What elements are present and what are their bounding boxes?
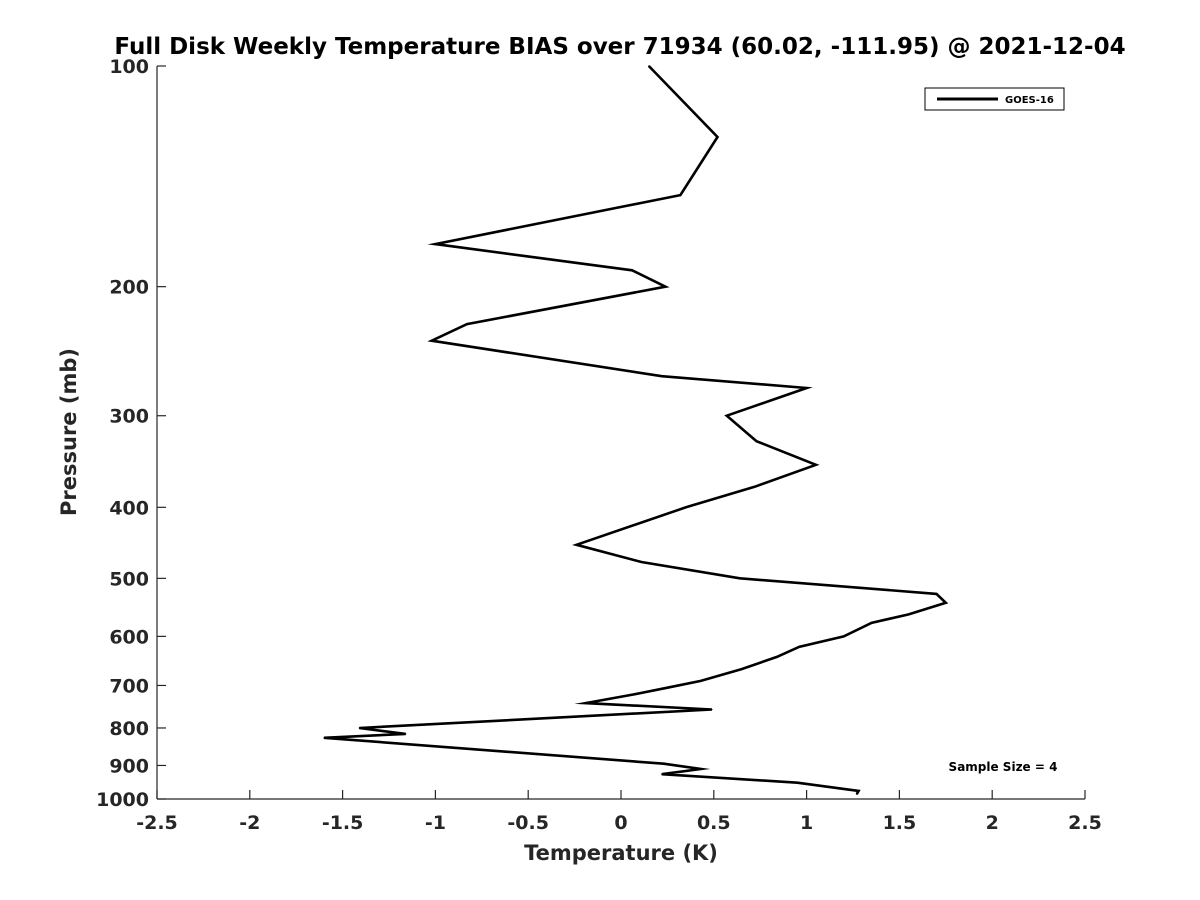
data-point	[700, 680, 702, 682]
data-point	[755, 440, 758, 442]
x-axis-label: Temperature (K)	[524, 841, 718, 865]
data-point	[323, 737, 325, 739]
y-tick-label: 1000	[96, 789, 149, 811]
y-tick-label: 900	[109, 755, 149, 777]
y-axis-label: Pressure (mb)	[57, 348, 81, 516]
data-point	[871, 622, 873, 624]
data-point	[666, 687, 669, 689]
x-tick-label: -2.5	[136, 812, 178, 834]
data-point	[661, 375, 663, 377]
data-point	[858, 790, 860, 792]
y-tick-label: 800	[109, 718, 149, 740]
data-point	[661, 773, 663, 775]
data-point	[640, 561, 643, 563]
data-point	[856, 793, 858, 795]
data-point	[754, 486, 756, 488]
x-tick-label: -2	[239, 812, 260, 834]
data-point	[466, 323, 468, 325]
y-tick-label: 300	[109, 406, 149, 428]
data-point	[685, 506, 687, 508]
data-point	[648, 65, 650, 67]
axes: -2.5 -2 -1.5 -1 -0.5 0 0.5 1 1.5 2 2.5 100 200 300 400…	[96, 56, 1102, 834]
data-point	[815, 464, 817, 466]
x-tick-label: 2.5	[1068, 812, 1102, 834]
data-point	[945, 602, 947, 604]
x-tick-label: -1.5	[322, 812, 364, 834]
data-point	[739, 577, 741, 579]
y-tick-label: 700	[109, 675, 149, 697]
data-point	[585, 702, 587, 704]
y-tick-label: 200	[109, 277, 149, 299]
x-tick-label: 0.5	[697, 812, 731, 834]
data-point	[631, 269, 633, 271]
data-point	[664, 286, 667, 288]
data-point	[700, 768, 702, 770]
data-point	[843, 635, 845, 638]
x-tick-label: 1.5	[883, 812, 917, 834]
series-layer	[323, 65, 949, 795]
sample-size-annotation: Sample Size = 4	[949, 760, 1058, 774]
legend: GOES-16	[924, 87, 1065, 111]
x-tick-label: -0.5	[507, 812, 549, 834]
data-point	[711, 708, 713, 711]
legend-label-goes-16: GOES-16	[1005, 95, 1054, 106]
data-point	[663, 763, 665, 765]
data-point	[575, 544, 578, 546]
data-point	[908, 613, 910, 616]
data-point	[679, 194, 682, 196]
data-point	[796, 782, 798, 784]
x-tick-label: 0	[614, 812, 627, 834]
data-point	[633, 693, 635, 696]
chart-title: Full Disk Weekly Temperature BIAS over 7…	[114, 34, 1125, 60]
data-point	[358, 727, 360, 729]
data-point	[405, 733, 407, 735]
data-point	[741, 668, 743, 670]
data-point	[431, 340, 433, 342]
y-tick-label: 100	[109, 56, 149, 78]
x-tick-label: 1	[800, 812, 813, 834]
x-tick-label: 2	[986, 812, 999, 834]
data-point	[716, 136, 719, 138]
data-point	[798, 646, 800, 648]
data-point	[434, 243, 436, 245]
y-tick-label: 500	[109, 568, 149, 590]
y-tick-label: 400	[109, 497, 149, 519]
x-tick-label: -1	[425, 812, 446, 834]
data-point	[806, 387, 808, 389]
series-line-goes-16	[323, 65, 949, 795]
y-tick-label: 600	[109, 626, 149, 648]
data-point	[776, 656, 778, 658]
data-point	[726, 415, 728, 417]
data-point	[935, 593, 938, 595]
